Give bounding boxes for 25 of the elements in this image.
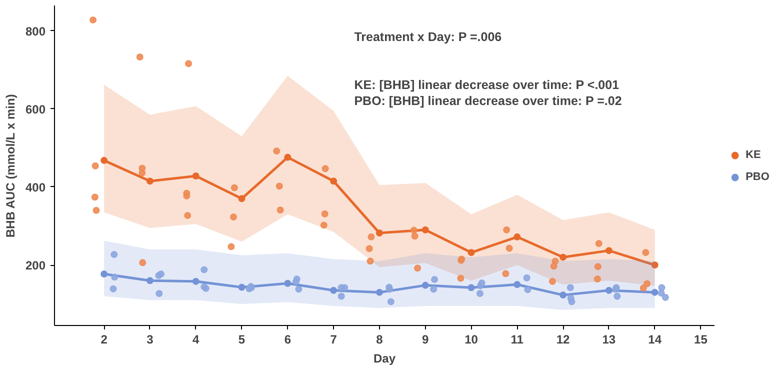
x-tick-label: 14: [648, 332, 662, 346]
x-tick-label: 5: [238, 332, 246, 346]
x-tick-label: 8: [376, 332, 384, 346]
x-tick-label: 13: [602, 332, 616, 346]
legend-label: KE: [746, 149, 762, 161]
annotation: PBO: [BHB] linear decrease over time: P =.02: [354, 94, 622, 108]
legend-label: PBO: [746, 171, 770, 183]
y-tick-label: 800: [25, 24, 46, 38]
x-axis-title: Day: [373, 352, 396, 366]
x-tick-label: 2: [100, 332, 108, 346]
y-tick-label: 600: [25, 102, 46, 116]
x-tick-label: 11: [510, 332, 524, 346]
x-tick-label: 15: [694, 332, 708, 346]
y-tick-label: 400: [25, 180, 46, 194]
x-tick-label: 4: [192, 332, 200, 346]
x-tick-label: 9: [422, 332, 430, 346]
y-tick-label: 200: [25, 258, 46, 273]
x-tick-label: 12: [556, 332, 570, 346]
annotation: KE: [BHB] linear decrease over time: P <.001: [354, 78, 620, 92]
annotation: Treatment x Day: P =.006: [354, 30, 502, 44]
x-tick-label: 10: [464, 332, 478, 346]
y-axis-title: BHB AUC (mmol/L x min): [3, 94, 18, 238]
x-tick-label: 3: [146, 332, 154, 346]
x-tick-label: 7: [330, 332, 338, 346]
x-tick-label: 6: [284, 332, 292, 346]
